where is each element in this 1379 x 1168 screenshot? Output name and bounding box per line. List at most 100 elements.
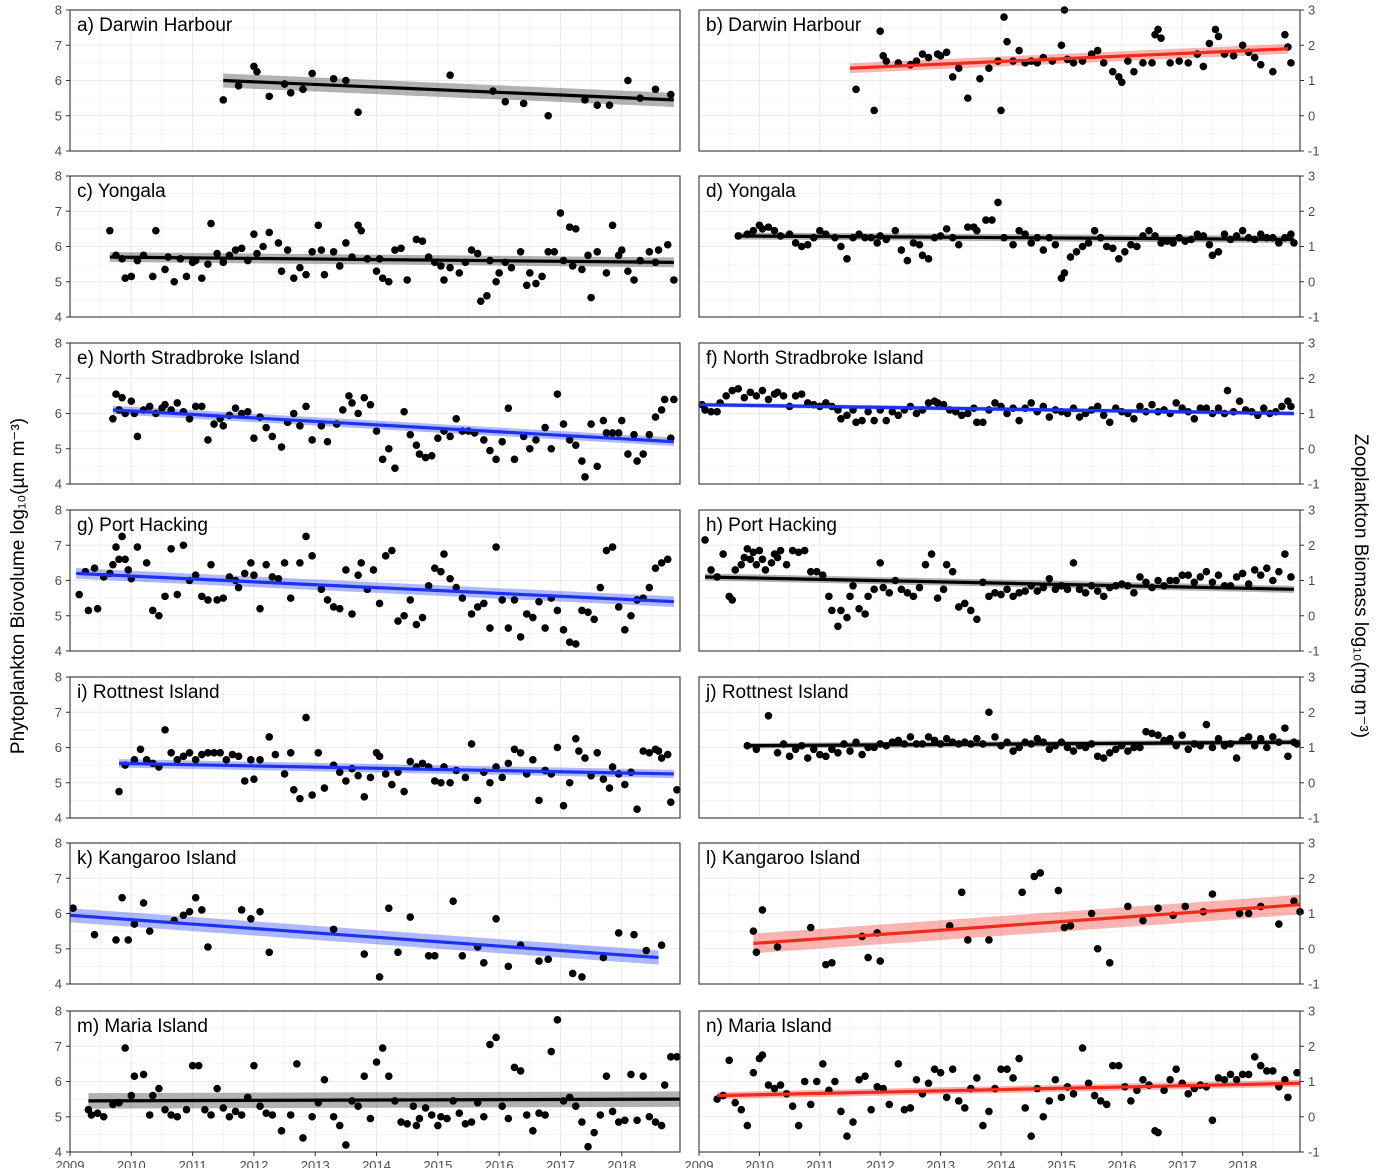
data-point: [109, 560, 117, 569]
data-point: [204, 943, 212, 951]
data-point: [161, 1105, 169, 1114]
data-point: [1229, 52, 1238, 60]
data-point: [1142, 578, 1150, 587]
data-point: [991, 733, 999, 741]
data-point: [342, 1141, 350, 1149]
data-point: [864, 953, 872, 962]
data-point: [219, 258, 228, 267]
data-point: [982, 216, 990, 224]
data-point: [516, 748, 525, 757]
data-point: [467, 246, 476, 254]
data-point: [446, 263, 454, 272]
data-point: [1202, 404, 1211, 413]
data-point: [1093, 752, 1102, 761]
data-point: [403, 1120, 411, 1128]
data-point: [1075, 413, 1084, 421]
data-point: [133, 432, 142, 441]
data-point: [1269, 67, 1277, 76]
data-point: [963, 94, 972, 102]
data-point: [1281, 30, 1289, 39]
data-point: [667, 90, 675, 99]
y-tick-label: 6: [55, 239, 62, 254]
data-point: [749, 548, 758, 557]
data-point: [1208, 890, 1217, 898]
y-tick-label: 2: [1308, 38, 1315, 53]
data-point: [985, 64, 993, 72]
data-point: [280, 559, 289, 567]
data-point: [529, 1127, 537, 1135]
data-point: [397, 1118, 405, 1126]
y-tick-label: -1: [1308, 977, 1320, 992]
data-point: [467, 1118, 476, 1126]
data-point: [553, 390, 562, 398]
data-point: [194, 1061, 203, 1070]
data-point: [776, 1081, 785, 1089]
data-point: [1154, 731, 1162, 739]
data-point: [749, 226, 758, 235]
data-point: [1211, 25, 1220, 34]
data-point: [384, 1072, 393, 1081]
data-point: [250, 434, 258, 442]
y-axis-ticks: -1 0 1 2 3: [1300, 670, 1320, 826]
data-point: [660, 1081, 669, 1089]
data-point: [360, 393, 369, 402]
data-point: [430, 777, 439, 785]
data-point: [770, 1084, 779, 1093]
data-point: [1287, 59, 1295, 67]
data-point: [268, 573, 277, 581]
data-point: [437, 1112, 445, 1121]
trend-line: [109, 255, 674, 264]
data-point: [1063, 743, 1072, 752]
data-point: [1256, 571, 1265, 580]
data-point: [121, 274, 129, 283]
data-point: [1214, 404, 1223, 413]
y-tick-label: -1: [1308, 144, 1320, 159]
data-point: [296, 559, 304, 567]
data-point: [939, 400, 948, 409]
data-point: [228, 750, 237, 759]
data-point: [391, 246, 399, 254]
data-point: [837, 242, 845, 251]
data-point: [1121, 247, 1129, 256]
y-tick-label: 0: [1308, 941, 1315, 956]
data-point: [213, 249, 221, 258]
data-point: [250, 230, 258, 238]
y-tick-label: -1: [1308, 1145, 1320, 1160]
data-point: [942, 225, 951, 233]
data-point: [843, 411, 851, 420]
y-axis-ticks: -1 0 1 2 3: [1300, 169, 1320, 325]
data-point: [234, 81, 243, 90]
data-point: [400, 611, 408, 620]
panel-f: f) North Stradbroke Island -1 0 1 2 3: [698, 336, 1320, 492]
data-point: [1290, 239, 1298, 247]
y-axis-ticks: 4 5 6 7 8: [55, 1004, 70, 1160]
data-point: [486, 624, 494, 632]
data-point: [480, 599, 488, 608]
data-point: [797, 242, 806, 251]
data-point: [746, 388, 755, 397]
data-point: [250, 571, 258, 580]
data-point: [231, 1107, 240, 1116]
y-tick-label: 1: [1308, 406, 1315, 421]
data-point: [870, 585, 878, 594]
data-point: [746, 555, 755, 564]
data-point: [1281, 1075, 1289, 1084]
data-point: [289, 274, 298, 283]
data-point: [191, 402, 200, 411]
data-point: [409, 1102, 418, 1110]
y-tick-label: 6: [55, 406, 62, 421]
data-point: [550, 247, 559, 256]
data-point: [894, 736, 903, 745]
data-point: [581, 473, 589, 481]
x-tick-label: 2009: [56, 1158, 85, 1168]
data-point: [283, 246, 292, 254]
data-point: [1051, 1075, 1060, 1084]
data-point: [651, 564, 660, 572]
data-point: [828, 606, 836, 615]
data-point: [473, 603, 482, 611]
data-point: [803, 754, 812, 762]
data-point: [293, 1060, 301, 1068]
data-point: [571, 225, 580, 233]
data-point: [198, 592, 206, 601]
data-point: [412, 1121, 421, 1130]
